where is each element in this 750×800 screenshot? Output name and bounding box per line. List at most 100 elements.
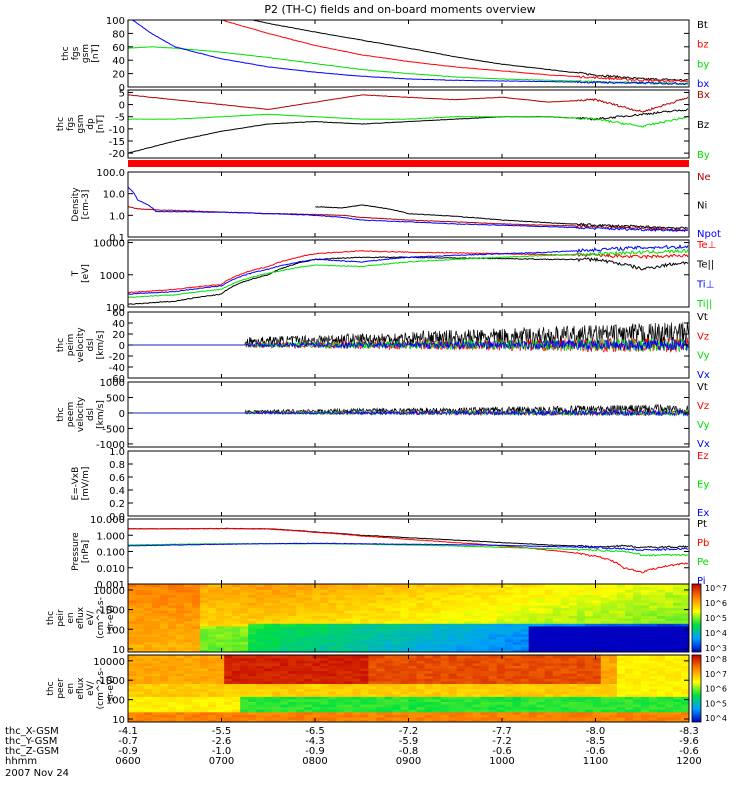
spectrogram-cell [432,680,442,684]
spectrogram-cell [304,607,313,611]
spectrogram-cell [376,594,385,598]
spectrogram-cell [192,678,201,682]
spectrogram-cell [368,688,377,692]
spectrogram-cell [328,599,337,603]
spectrogram-cell [673,644,682,648]
spectrogram-cell [144,625,153,629]
spectrogram-cell [496,599,506,603]
spectrogram-cell [128,691,137,695]
spectrogram-cell [240,612,249,616]
spectrogram-cell [504,646,514,650]
spectrogram-cell [136,610,145,614]
date-label: 2007 Nov 24 [5,768,69,779]
spectrogram-cell [648,660,658,664]
spectrogram-cell [144,701,153,705]
spectrogram-cell [432,716,442,720]
spectrogram-cell [600,641,610,645]
spectrogram-cell [192,636,201,640]
spectrogram-cell [224,623,233,627]
spectrogram-cell [472,604,482,609]
spectrogram-cell [264,594,273,598]
y-tick-label: 40 [112,56,125,67]
spectrogram-cell [328,649,337,652]
spectrogram-cell [560,646,570,650]
spectrogram-cell [665,633,674,637]
spectrogram-cell [416,706,426,710]
spectrogram-cell [472,719,482,722]
spectrogram-cell [656,623,666,627]
spectrogram-cell [272,716,281,720]
spectrogram-cell [248,607,257,611]
spectrogram-cell [528,657,538,661]
spectrogram-cell [248,594,257,598]
spectrogram-cell [464,625,474,629]
spectrogram-cell [400,612,410,616]
spectrogram-cell [144,657,153,661]
spectrogram-cell [352,706,361,710]
spectrogram-cell [352,589,361,593]
spectrogram-cell [656,649,666,652]
spectrogram-cell [568,696,578,700]
spectrogram-cell [184,602,193,606]
spectrogram-cell [480,693,490,697]
spectrogram-cell [568,623,578,627]
spectrogram-cell [520,597,530,601]
spectrogram-cell [304,691,313,695]
spectrogram-cell [336,586,345,590]
spectrogram-cell [312,706,321,710]
spectrogram-cell [400,610,410,614]
spectrogram-cell [681,719,689,722]
spectrogram-cell [584,688,594,692]
series-Pb [128,527,689,574]
spectrogram-cell [320,612,329,616]
spectrogram-cell [200,698,209,702]
spectrogram-cell [192,688,201,692]
spectrogram-cell [424,685,434,690]
spectrogram-cell [424,631,434,635]
spectrogram-cell [136,615,145,619]
spectrogram-cell [264,586,273,590]
spectrogram-cell [464,649,474,652]
spectrogram-cell [504,706,514,710]
spectrogram-cell [352,607,361,611]
spectrogram-cell [344,691,353,695]
spectrogram-cell [584,597,594,601]
spectrogram-cell [152,623,161,627]
spectrogram-cell [544,586,554,590]
spectrogram-cell [464,631,474,635]
spectrogram-cell [192,620,201,624]
spectrogram-cell [608,646,618,650]
spectrogram-cell [448,691,458,695]
spectrogram-cell [640,638,650,643]
spectrogram-cell [168,706,177,710]
spectrogram-cell [248,711,257,715]
spectrogram-cell [440,615,450,619]
y-tick-label: -15 [109,137,125,148]
spectrogram-cell [296,644,305,648]
spectrogram-cell [648,670,658,674]
spectrogram-cell [665,711,674,715]
spectrogram-cell [312,662,321,666]
spectrogram-cell [665,646,674,650]
spectrogram-cell [504,584,514,588]
spectrogram-cell [208,714,217,718]
spectrogram-cell [665,719,674,722]
spectrogram-cell [520,599,530,603]
spectrogram-cell [520,628,530,632]
y-axis-label-line: [eV] [81,264,91,283]
spectrogram-cell [568,685,578,690]
spectrogram-cell [384,670,394,674]
spectrogram-cell [673,615,682,619]
colorbar-tick-label: 10^5 [705,614,727,623]
y-axis-label: thc fgs gsm dp [nT] [56,114,106,133]
spectrogram-cell [520,657,530,661]
spectrogram-cell [232,646,241,650]
spectrogram-cell [496,716,506,720]
spectrogram-cell [368,667,377,672]
spectrogram-cell [665,615,674,619]
spectrogram-cell [632,675,642,679]
spectrogram-cell [600,633,610,637]
plot-area [128,94,689,154]
spectrogram-cell [216,716,225,720]
spectrogram-cell [240,604,249,609]
